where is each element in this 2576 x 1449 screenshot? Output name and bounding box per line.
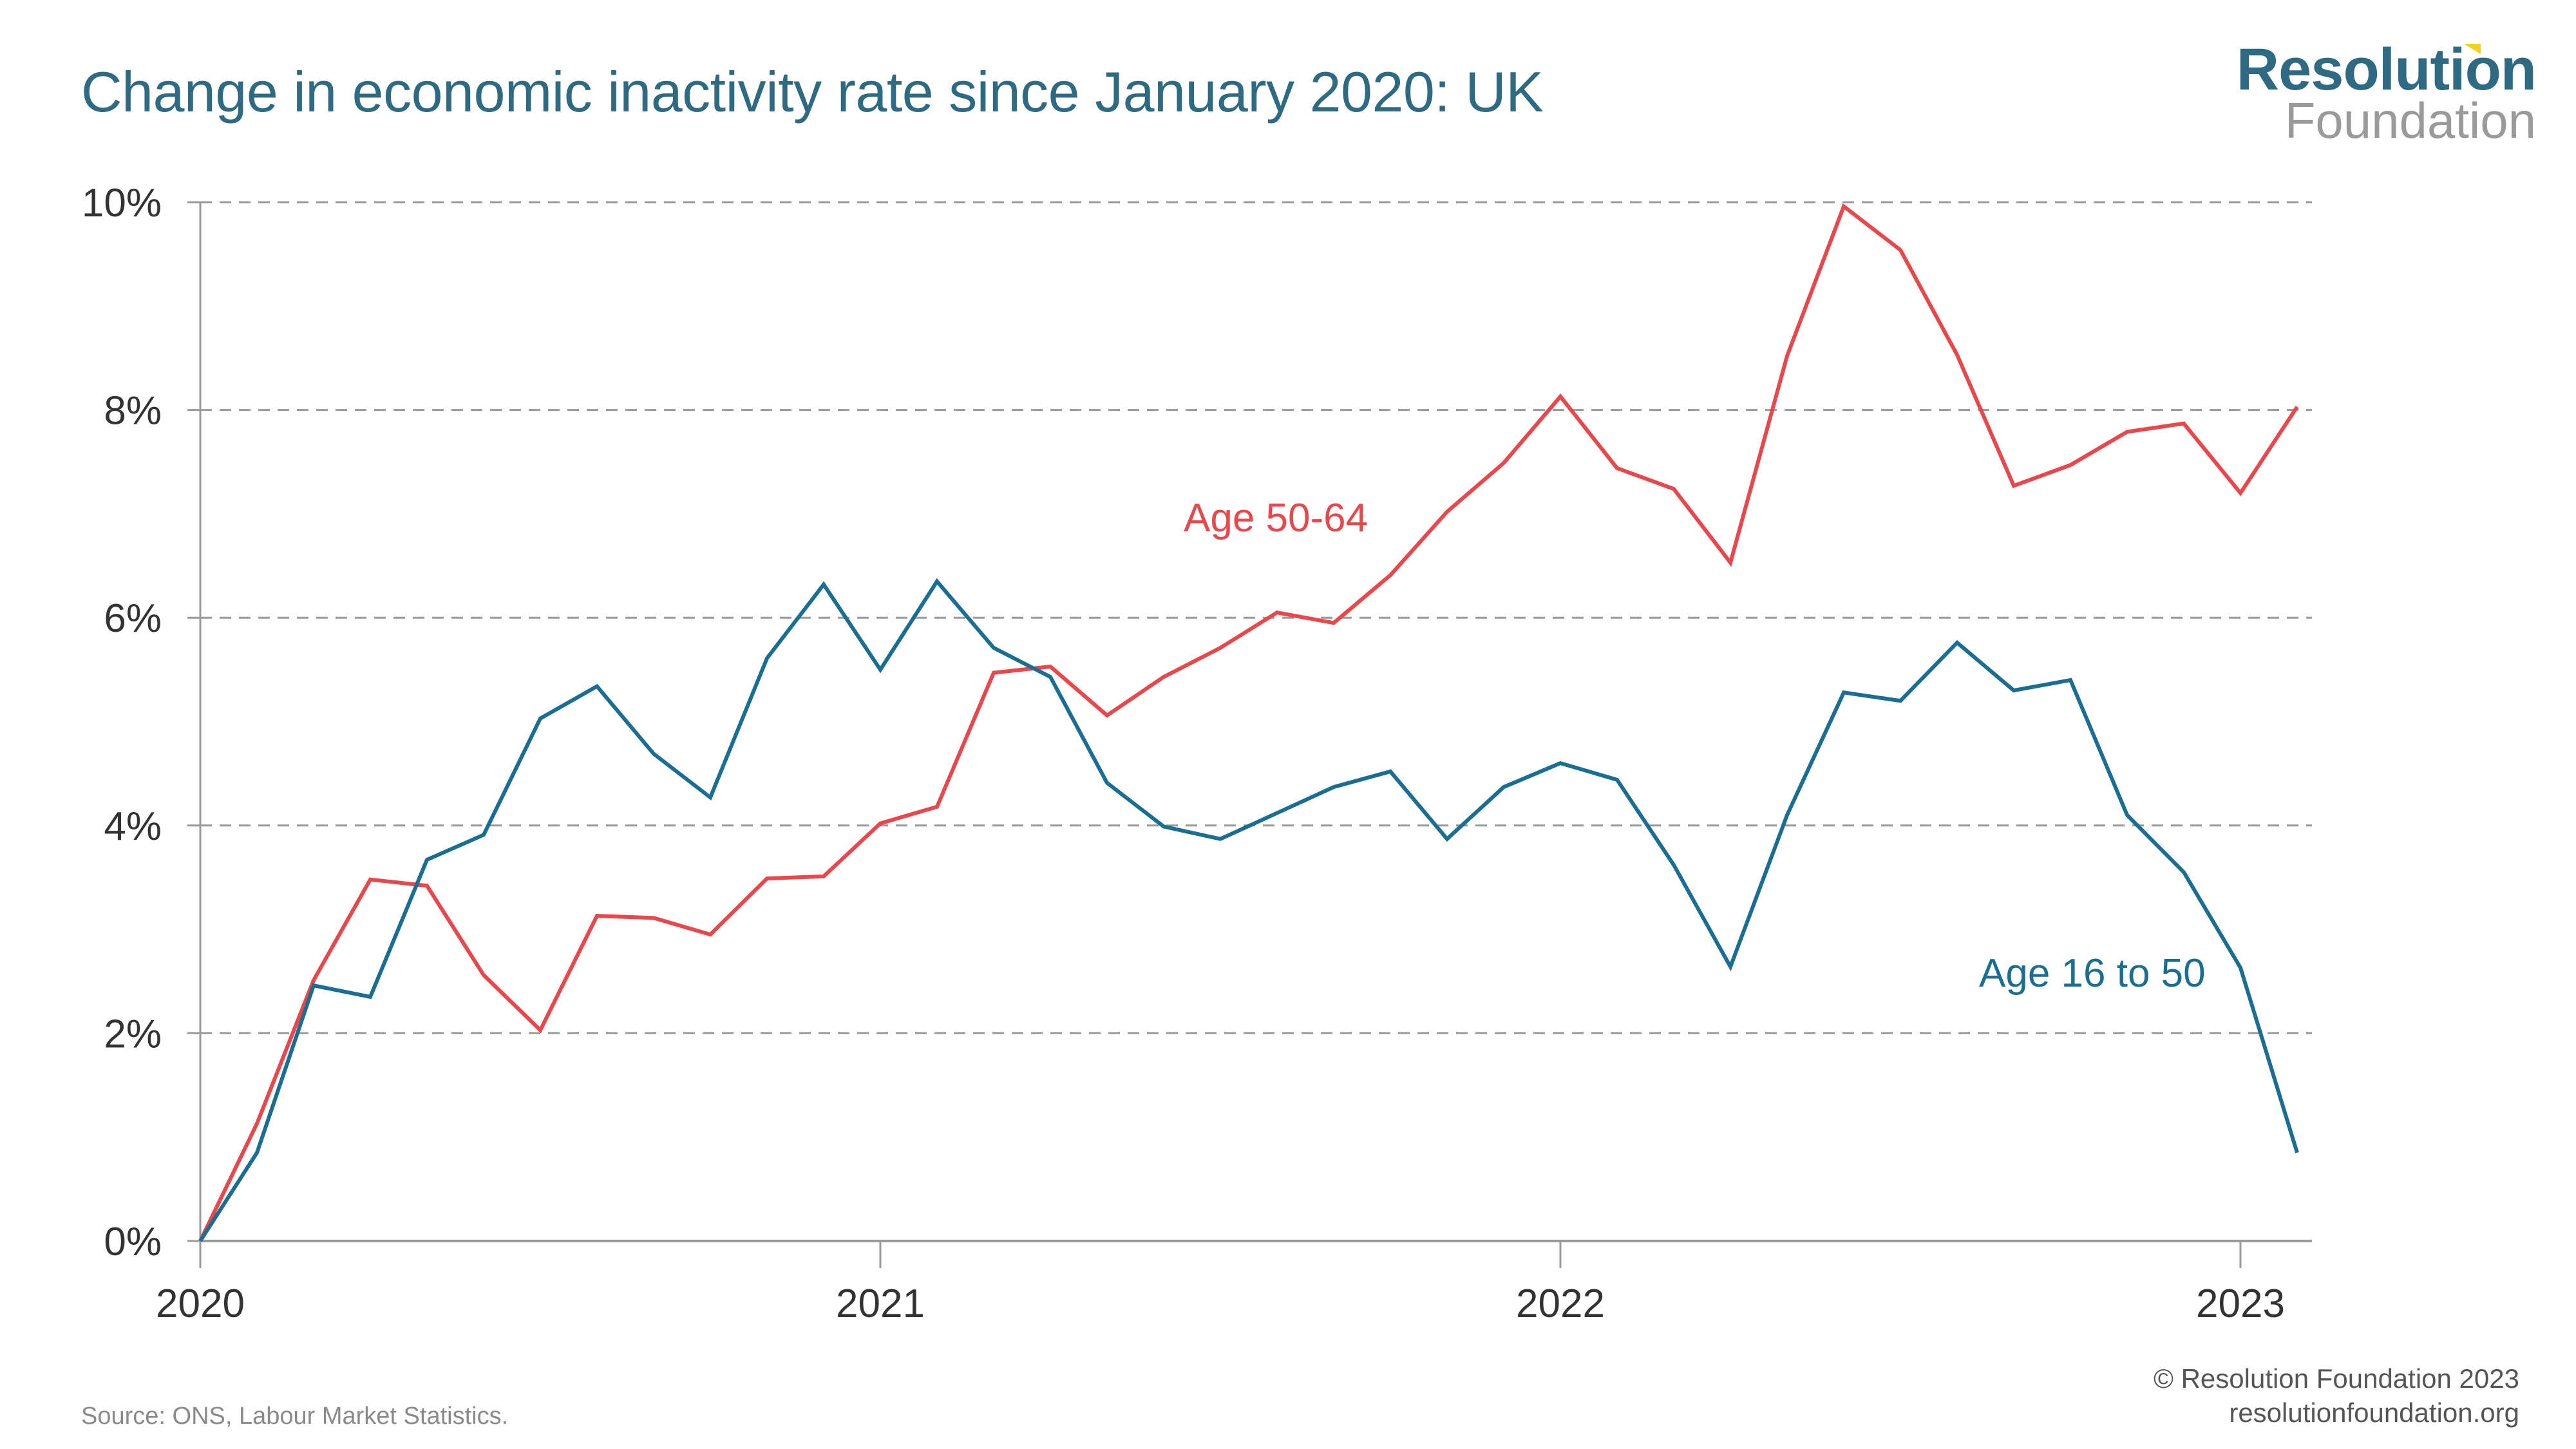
- series-lines: [198, 203, 2299, 1242]
- x-tick-label: 2021: [836, 1282, 925, 1326]
- chart-title: Change in economic inactivity rate since…: [81, 60, 1544, 124]
- x-tick-labels: 2020 2021 2022 2023: [156, 1282, 2285, 1326]
- resolution-foundation-logo: Resolution Foundation: [2236, 37, 2537, 149]
- y-tick-label: 4%: [104, 804, 162, 849]
- series-labels: Age 50-64 Age 16 to 50: [1184, 496, 2206, 996]
- y-tick-label: 6%: [104, 596, 162, 641]
- y-tick-label: 10%: [82, 181, 162, 225]
- y-tick-label: 2%: [104, 1012, 162, 1056]
- source-note: Source: ONS, Labour Market Statistics.: [81, 1403, 509, 1430]
- x-tick-label: 2020: [156, 1282, 245, 1326]
- series-line-age-50-64: [198, 203, 2299, 1242]
- x-tick-label: 2023: [2196, 1282, 2285, 1326]
- logo-top-text: Resolution: [2236, 37, 2537, 102]
- axes: [187, 201, 2312, 1268]
- logo-wordmark-bottom: Foundation: [2284, 92, 2536, 149]
- y-tick-labels: 0% 2% 4% 6% 8% 10%: [82, 181, 162, 1264]
- series-label-age-16-to-50: Age 16 to 50: [1979, 951, 2206, 996]
- x-tick-label: 2022: [1516, 1282, 1605, 1326]
- series-label-age-50-64: Age 50-64: [1184, 496, 1368, 540]
- logo-wordmark-top: Resolution: [2236, 37, 2537, 102]
- series-line-age-16-to-50: [198, 578, 2299, 1242]
- y-tick-label: 8%: [104, 389, 162, 433]
- logo-accent-icon: [2464, 44, 2481, 54]
- copyright-block: © Resolution Foundation 2023 resolutionf…: [2154, 1362, 2519, 1430]
- gridlines: [200, 201, 2312, 1034]
- y-tick-label: 0%: [104, 1220, 162, 1264]
- website-link[interactable]: resolutionfoundation.org: [2229, 1397, 2519, 1428]
- copyright-text: © Resolution Foundation 2023: [2153, 1363, 2519, 1394]
